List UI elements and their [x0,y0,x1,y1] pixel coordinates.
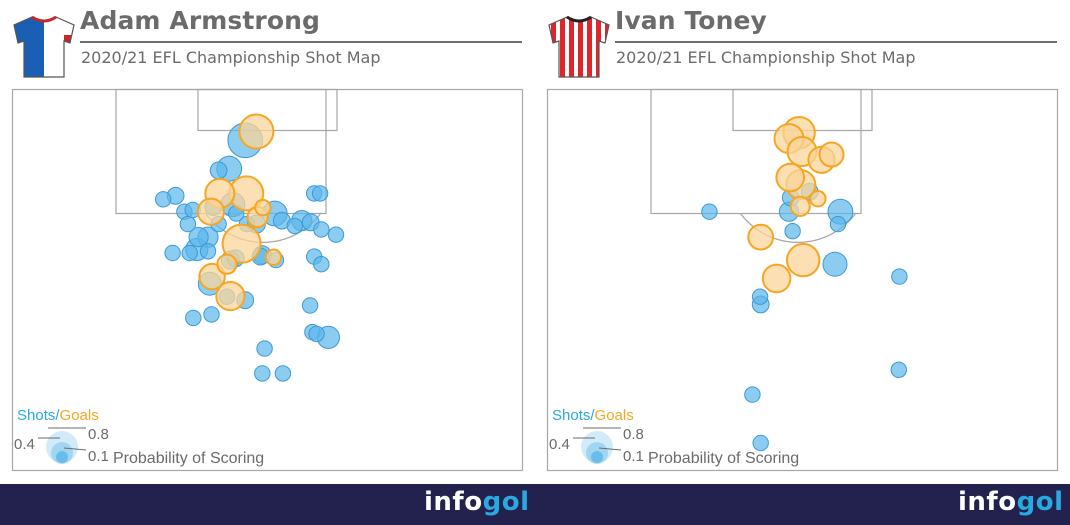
shot-marker [179,215,197,233]
goal-marker [215,281,246,312]
logo-text-info: info [958,487,1017,517]
shot-marker [751,288,769,305]
shot-marker [313,256,330,273]
legend-caption: Probability of Scoring [113,450,265,467]
pitch-shot-map [546,88,1059,472]
goal-marker [786,242,821,278]
goal-marker [775,162,805,193]
shot-marker [181,244,198,262]
shot-marker [199,243,217,260]
logo-text-info: info [424,487,483,517]
footer-bar: infogol infogol [0,484,1070,525]
shot-marker [784,223,801,240]
shot-marker [155,191,172,208]
player-name: Ivan Toney [615,6,767,35]
legend-size-mid: 0.4 [549,436,570,453]
shot-marker [254,365,271,382]
shot-marker [822,251,848,277]
shot-map-panel-right: Ivan Toney 2020/21 EFL Championship Shot… [535,0,1070,484]
shot-marker [301,297,319,314]
legend-shots-label: Shots [552,407,591,424]
infogol-logo: infogol [424,487,530,517]
legend-goals-label: Goals [594,407,634,424]
infogol-logo: infogol [958,487,1064,517]
title-divider [615,41,1057,43]
goals-layer [747,116,845,294]
shot-marker [890,361,907,378]
legend-circle-small [56,451,68,463]
legend-title: Shots/Goals [17,407,99,424]
goal-marker [789,195,811,218]
shot-marker [203,306,220,323]
shot-marker [286,217,303,235]
shot-marker [274,365,292,382]
shot-marker [209,161,228,180]
goal-marker [809,190,827,208]
legend-circle-small [591,451,603,463]
shot-map-panel-left: Adam Armstrong 2020/21 EFL Championship … [0,0,535,484]
legend-leader-low [598,447,622,451]
legend-size-mid: 0.4 [14,436,35,453]
goal-marker [747,223,775,251]
shot-marker [256,340,273,357]
goal-marker [254,198,272,217]
shot-marker [308,325,325,343]
goal-marker [238,113,275,150]
shot-marker [744,386,761,403]
shot-marker [311,185,329,202]
team-shirt-icon [13,15,75,78]
team-shirt-icon [548,15,610,78]
shot-marker [188,227,209,248]
shots-layer [701,182,908,452]
logo-text-gol: gol [482,487,530,517]
pitch-shot-map [11,88,524,472]
legend-leader-low [63,447,87,451]
shot-marker [185,309,202,327]
chart-subtitle: 2020/21 EFL Championship Shot Map [81,48,381,67]
legend-separator: / [55,407,60,424]
shot-marker [164,244,181,262]
legend-title: Shots/Goals [552,407,634,424]
shot-marker [701,203,718,220]
shot-marker [313,221,330,238]
legend-size-high: 0.8 [623,426,644,443]
shot-marker [752,434,769,452]
goal-marker [196,197,225,226]
legend-size-low: 0.1 [88,448,109,465]
shot-marker [829,215,847,233]
goals-layer [196,113,283,312]
legend-size-high: 0.8 [88,426,109,443]
size-legend [573,427,622,464]
goal-marker [264,248,283,266]
legend-shots-label: Shots [17,407,56,424]
player-name: Adam Armstrong [80,6,321,35]
goal-marker [216,253,238,275]
legend-goals-label: Goals [59,407,99,424]
goal-marker [818,141,845,168]
chart-subtitle: 2020/21 EFL Championship Shot Map [616,48,916,67]
shot-marker [891,268,908,285]
legend-size-low: 0.1 [623,448,644,465]
goal-marker [221,223,262,264]
legend-separator: / [590,407,595,424]
legend-caption: Probability of Scoring [648,450,800,467]
goal-marker [761,263,792,294]
size-legend [38,427,87,464]
shot-marker [327,226,345,243]
logo-text-gol: gol [1016,487,1064,517]
title-divider [80,41,522,43]
